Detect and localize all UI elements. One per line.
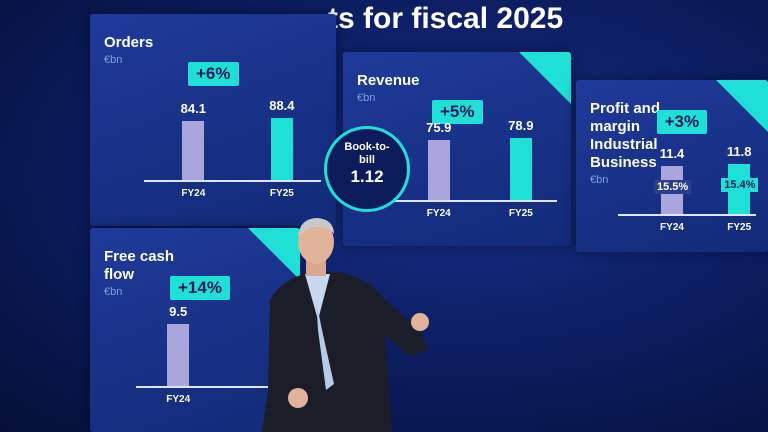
- panel-unit: €bn: [104, 54, 123, 66]
- baseline: [136, 386, 288, 388]
- value-label: 75.9: [426, 120, 452, 136]
- panel-title: Profit and margin Industrial Business: [590, 100, 660, 171]
- growth-badge: +3%: [656, 110, 708, 134]
- value-label: 9.5: [169, 304, 188, 319]
- category-label: FY25: [269, 188, 294, 199]
- category-label: FY24: [426, 208, 451, 219]
- growth-badge: +6%: [188, 62, 239, 86]
- margin-label: 15.5%: [654, 179, 692, 194]
- bar: [167, 324, 190, 386]
- baseline: [618, 214, 757, 216]
- category-label: FY24: [660, 222, 684, 233]
- panel-title: Revenue: [357, 72, 420, 89]
- btb-label: Book-to-bill: [344, 141, 390, 166]
- slide-title: ts for fiscal 2025: [328, 2, 564, 35]
- value-label: 84.1: [180, 101, 206, 117]
- book-to-bill: Book-to-bill 1.12: [324, 126, 410, 212]
- bar: [182, 121, 205, 180]
- panel-unit: €bn: [357, 92, 376, 104]
- value-label: 11.4: [659, 145, 685, 161]
- baseline: [144, 180, 322, 182]
- panel-unit: €bn: [104, 286, 123, 298]
- bar: [509, 138, 532, 200]
- category-label: FY24: [166, 394, 191, 405]
- check-corner: [519, 52, 571, 104]
- kpi-panel: Orders €bn +6% 84.1 FY24 88.4 FY25: [90, 14, 336, 226]
- growth-badge: +5%: [432, 100, 483, 124]
- margin-label: 15.4%: [721, 178, 759, 192]
- panel-unit: €bn: [590, 174, 609, 186]
- category-label: FY24: [181, 188, 206, 199]
- growth-badge: +14%: [170, 276, 230, 300]
- category-label: FY25: [508, 208, 533, 219]
- value-label: 88.4: [269, 98, 295, 113]
- check-corner: [248, 228, 300, 280]
- value-label: 11.8: [726, 144, 752, 159]
- kpi-panel: Profit and margin Industrial Business €bn…: [576, 80, 768, 252]
- category-label: FY25: [727, 222, 752, 233]
- panel-title: Free cash flow: [104, 248, 175, 283]
- baseline: [393, 200, 558, 202]
- bar: [270, 118, 293, 180]
- kpi-panel: Revenue €bn +5% 75.9 FY24 78.9 FY25: [343, 52, 571, 246]
- kpi-panel: Free cash flow €bn +14% 9.5 FY24: [90, 228, 300, 432]
- btb-value: 1.12: [350, 167, 384, 186]
- value-label: 78.9: [508, 118, 534, 133]
- bar: [427, 140, 450, 200]
- panel-title: Orders: [104, 34, 154, 51]
- check-corner: [716, 80, 768, 132]
